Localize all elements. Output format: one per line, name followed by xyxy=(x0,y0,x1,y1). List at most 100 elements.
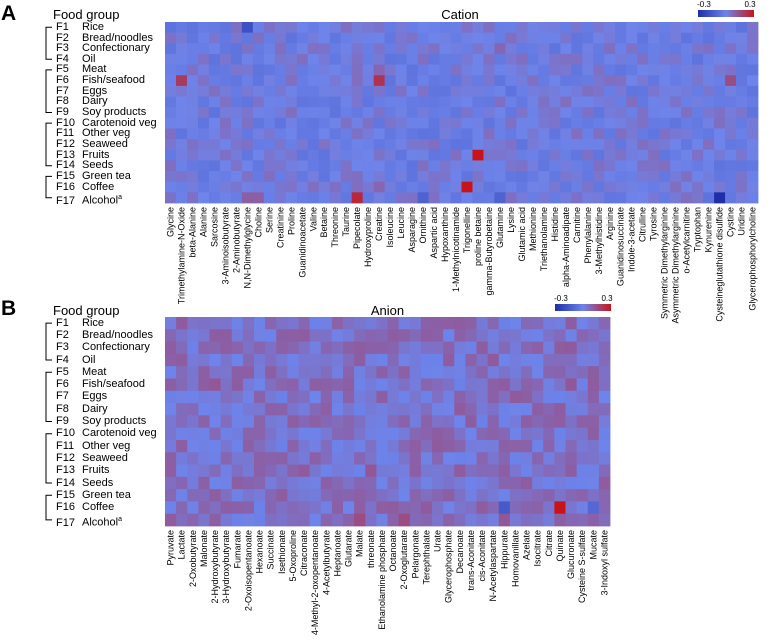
heatmap-cell xyxy=(521,329,533,342)
heatmap-cell xyxy=(494,75,506,87)
heatmap-cell xyxy=(476,489,489,502)
heatmap-cell xyxy=(692,75,704,87)
heatmap-cell xyxy=(209,501,222,515)
heatmap-cell xyxy=(450,85,462,97)
heatmap-cell xyxy=(659,171,671,183)
heatmap-cell xyxy=(343,501,355,515)
heatmap-cell xyxy=(417,75,429,87)
heatmap-cell xyxy=(681,85,693,97)
heatmap-cell xyxy=(274,192,287,204)
heatmap-cell xyxy=(615,160,627,172)
heatmap-cell xyxy=(276,329,288,342)
heatmap-cell xyxy=(274,75,287,87)
heatmap-cell xyxy=(241,117,254,129)
heatmap-cell xyxy=(527,64,539,76)
heatmap-cell xyxy=(384,43,397,55)
heatmap-cell xyxy=(472,43,484,55)
heatmap-cell xyxy=(175,107,188,119)
heatmap-cell xyxy=(298,476,311,490)
heatmap-cell xyxy=(208,181,221,193)
heatmap-cell xyxy=(670,117,682,129)
heatmap-cell xyxy=(298,341,311,355)
food-group-name: Eggs xyxy=(82,84,108,97)
heatmap-cell xyxy=(626,139,638,151)
heatmap-cell xyxy=(252,32,265,44)
heatmap-cell xyxy=(549,22,561,34)
heatmap-cell xyxy=(432,489,444,502)
food-group-name: Alcohol xyxy=(82,517,119,530)
heatmap-cell xyxy=(285,53,298,65)
heatmap-cell xyxy=(354,366,366,379)
heatmap-cell xyxy=(571,43,583,55)
heatmap-cell xyxy=(274,139,287,151)
heatmap-cell xyxy=(208,96,221,108)
heatmap-cell xyxy=(560,128,572,140)
heatmap-cell xyxy=(443,464,455,478)
heatmap-cell xyxy=(406,96,418,108)
heatmap-cell xyxy=(494,139,506,151)
heatmap-cell xyxy=(487,513,500,527)
heatmap-cell xyxy=(276,439,288,453)
heatmap-cell xyxy=(487,403,500,416)
food-group-name: Meat xyxy=(82,365,107,378)
heatmap-cell xyxy=(230,53,243,65)
heatmap-cell xyxy=(219,181,232,193)
heatmap-cell xyxy=(439,128,451,140)
heatmap-cell xyxy=(252,149,265,161)
heatmap-cell xyxy=(428,53,440,65)
heatmap-cell xyxy=(450,192,462,204)
heatmap-cell xyxy=(428,128,440,140)
heatmap-cell xyxy=(439,22,451,34)
heatmap-cell xyxy=(532,439,544,453)
food-group-code: F12 xyxy=(56,137,75,150)
heatmap-cell xyxy=(365,378,377,392)
heatmap-cell xyxy=(454,427,466,441)
heatmap-cell xyxy=(298,403,311,416)
heatmap-cell xyxy=(582,96,594,108)
heatmap-cell xyxy=(209,378,222,392)
heatmap-cell xyxy=(165,452,177,465)
heatmap-cell xyxy=(420,390,433,404)
heatmap-cell xyxy=(509,489,522,502)
heatmap-cell xyxy=(637,171,649,183)
heatmap-cell xyxy=(231,513,244,527)
heatmap-cell xyxy=(681,22,693,34)
heatmap-cell xyxy=(626,53,638,65)
heatmap-cell xyxy=(615,171,627,183)
heatmap-cell xyxy=(637,85,649,97)
heatmap-cell xyxy=(365,329,377,342)
heatmap-cell xyxy=(287,452,299,465)
heatmap-cell xyxy=(543,317,555,330)
heatmap-cell xyxy=(398,341,411,355)
heatmap-cell xyxy=(285,107,298,119)
heatmap-cell xyxy=(309,341,322,355)
heatmap-cell xyxy=(461,128,473,140)
heatmap-cell xyxy=(681,53,693,65)
heatmap-cell xyxy=(197,32,210,44)
heatmap-cell xyxy=(230,107,243,119)
heatmap-cell xyxy=(576,329,589,342)
heatmap-cell xyxy=(186,181,199,193)
heatmap-cell xyxy=(254,427,266,441)
heatmap-cell xyxy=(565,513,578,527)
column-tick-label: Asymmetric Dimethylarginine xyxy=(671,207,681,324)
heatmap-cell xyxy=(747,43,759,55)
heatmap-cell xyxy=(209,415,222,429)
heatmap-cell xyxy=(287,329,299,342)
heatmap-cell xyxy=(296,32,309,44)
heatmap-cell xyxy=(538,171,550,183)
heatmap-cell xyxy=(252,53,265,65)
column-tick-label: Mucate xyxy=(588,530,598,560)
heatmap-cell xyxy=(461,160,473,172)
heatmap-cell xyxy=(329,181,342,193)
heatmap-cell xyxy=(398,403,411,416)
heatmap-cell xyxy=(476,513,489,527)
column-tick-label: Guanidinoacetate xyxy=(297,207,307,278)
heatmap-cell xyxy=(187,366,199,379)
heatmap-cell xyxy=(516,192,528,204)
column-labels: Glycine Trimethylamine-N-Oxide beta-Alanin… xyxy=(165,207,757,324)
heatmap-cell xyxy=(197,75,210,87)
column-tick-label: Betaine xyxy=(319,207,329,238)
heatmap-cell xyxy=(521,415,533,429)
heatmap-cell xyxy=(604,75,616,87)
